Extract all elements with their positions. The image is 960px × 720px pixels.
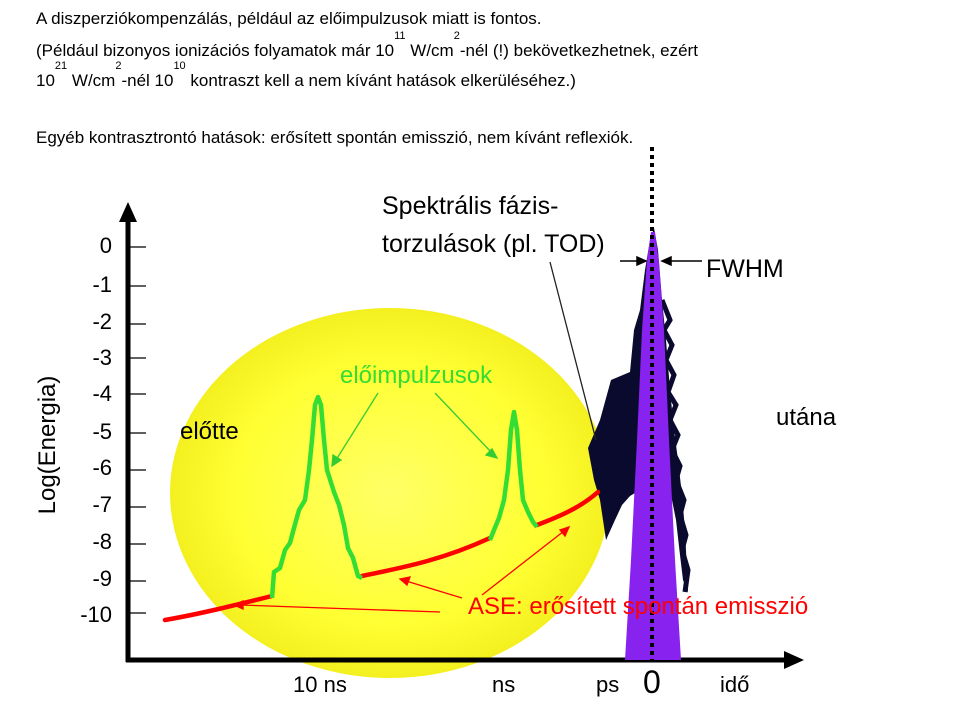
y-tick-3: -3 xyxy=(92,345,112,370)
x-tick-ps: ps xyxy=(596,672,620,697)
intro-line-3: 1021 W/cm2-nél 1010 kontraszt kell a nem… xyxy=(36,60,576,91)
spectral-label-line-2: torzulások (pl. TOD) xyxy=(382,230,605,258)
y-tick-6: -6 xyxy=(92,455,112,480)
intro-line-1: A diszperziókompenzálás, például az elői… xyxy=(36,9,542,28)
after-label: utána xyxy=(776,404,837,431)
y-tick-9: -9 xyxy=(92,566,112,591)
intro-line-2: (Például bizonyos ionizációs folyamatok … xyxy=(36,30,698,61)
prepulse-arrows xyxy=(331,392,499,468)
prepulse-curve xyxy=(269,394,539,599)
ase-label: ASE: erősített spontán emisszió xyxy=(468,593,809,620)
y-tick-8: -8 xyxy=(92,529,112,554)
y-tick-10: -10 xyxy=(80,602,112,627)
y-axis xyxy=(119,202,146,662)
intro-line-4: Egyéb kontrasztrontó hatások: erősített … xyxy=(36,128,634,147)
y-tick-1: -1 xyxy=(92,272,112,297)
y-tick-7: -7 xyxy=(92,492,112,517)
tod-jagged-edge xyxy=(659,299,691,593)
y-tick-0: 0 xyxy=(99,233,112,258)
before-label: előtte xyxy=(180,418,239,445)
prepulse-halo xyxy=(170,308,610,678)
prepulses-label: előimpulzusok xyxy=(340,362,493,389)
spectral-label-line-1: Spektrális fázis- xyxy=(382,192,559,220)
x-tick-zero: 0 xyxy=(643,664,661,700)
x-axis-label: idő xyxy=(720,672,750,697)
ase-curve xyxy=(162,489,601,623)
y-tick-2: -2 xyxy=(92,309,112,334)
fwhm-arrows xyxy=(620,255,702,267)
spectral-pointer-line xyxy=(549,261,597,441)
ase-arrows xyxy=(232,525,571,613)
x-tick-10ns: 10 ns xyxy=(293,672,347,697)
y-axis-label: Log(Energia) xyxy=(34,375,61,515)
y-tick-4: -4 xyxy=(92,381,112,406)
fwhm-label: FWHM xyxy=(706,255,784,283)
x-tick-ns: ns xyxy=(492,672,516,697)
y-tick-5: -5 xyxy=(92,419,112,444)
